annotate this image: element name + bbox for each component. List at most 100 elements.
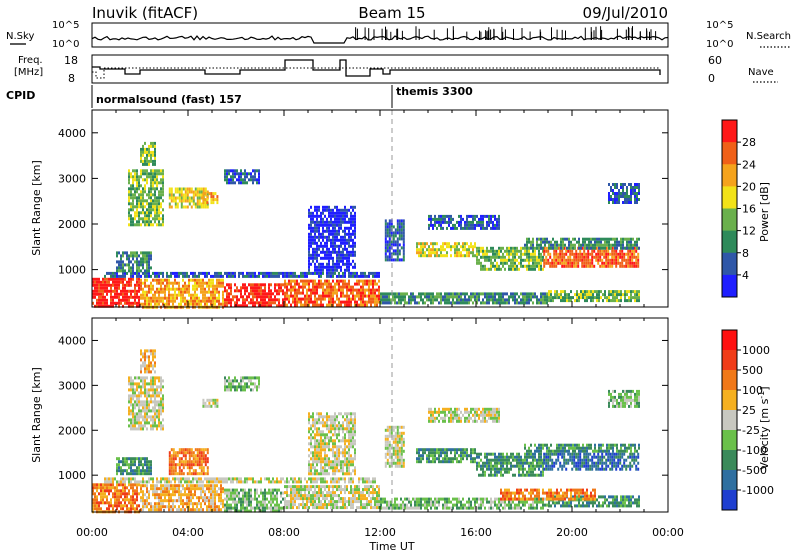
heatmap-cell [198, 284, 200, 288]
heatmap-cell [108, 492, 110, 496]
heatmap-cell [344, 500, 346, 504]
heatmap-cell [316, 291, 318, 295]
heatmap-cell [430, 220, 432, 224]
heatmap-cell [284, 485, 286, 489]
heatmap-cell [354, 282, 356, 286]
heatmap-cell [342, 208, 344, 212]
heatmap-cell [250, 506, 252, 510]
heatmap-cell [238, 175, 240, 179]
heatmap-cell [164, 278, 166, 282]
heatmap-cell [274, 274, 276, 278]
heatmap-cell [486, 258, 488, 262]
heatmap-cell [162, 502, 164, 506]
heatmap-cell [340, 208, 342, 212]
heatmap-cell [336, 244, 338, 248]
heatmap-cell [336, 253, 338, 257]
heatmap-cell [142, 147, 144, 151]
heatmap-cell [178, 508, 180, 512]
heatmap-cell [108, 283, 110, 287]
heatmap-cell [94, 286, 96, 290]
heatmap-cell [346, 247, 348, 251]
heatmap-cell [300, 300, 302, 304]
heatmap-cell [590, 299, 592, 303]
heatmap-cell [228, 301, 230, 305]
heatmap-cell [366, 497, 368, 501]
heatmap-cell [574, 299, 576, 303]
heatmap-cell [198, 502, 200, 506]
heatmap-cell [334, 226, 336, 230]
heatmap-cell [432, 295, 434, 299]
heatmap-cell [156, 205, 158, 209]
heatmap-cell [482, 249, 484, 253]
heatmap-cell [122, 504, 124, 508]
heatmap-cell [528, 252, 530, 256]
heatmap-cell [370, 300, 372, 304]
heatmap-cell [202, 284, 204, 288]
heatmap-cell [124, 483, 126, 487]
heatmap-cell [108, 489, 110, 493]
heatmap-cell [380, 497, 382, 501]
heatmap-cell [380, 503, 382, 507]
heatmap-cell [124, 263, 126, 267]
heatmap-cell [591, 261, 594, 265]
heatmap-cell [446, 298, 448, 302]
heatmap-cell [354, 241, 356, 245]
heatmap-cell [98, 301, 100, 305]
heatmap-cell [266, 497, 268, 501]
heatmap-cell [236, 509, 238, 513]
heatmap-cell [154, 217, 156, 221]
heatmap-cell [622, 195, 624, 198]
heatmap-cell [575, 258, 578, 262]
heatmap-cell [174, 490, 176, 494]
heatmap-cell [612, 201, 614, 204]
heatmap-cell [108, 486, 110, 490]
heatmap-cell [561, 264, 564, 268]
heatmap-cell [636, 186, 638, 189]
heatmap-cell [168, 493, 170, 497]
heatmap-cell [366, 274, 368, 278]
heatmap-cell [418, 503, 420, 507]
heatmap-cell [320, 244, 322, 248]
heatmap-cell [190, 296, 192, 300]
heatmap-cell [324, 506, 326, 510]
heatmap-cell [260, 301, 262, 305]
heatmap-cell [182, 293, 184, 297]
heatmap-cell [176, 490, 178, 494]
heatmap-cell [561, 255, 564, 259]
heatmap-cell [304, 491, 306, 495]
heatmap-cell [320, 265, 322, 269]
heatmap-cell [542, 292, 544, 296]
heatmap-cell [246, 286, 248, 290]
noise-panel: N.Sky 10^5 10^0 10^5 10^0 N.Search [6, 20, 791, 50]
heatmap-cell [158, 202, 160, 206]
heatmap-cell [584, 290, 586, 294]
heatmap-cell [622, 246, 624, 250]
heatmap-cell [488, 301, 490, 305]
noise-trace [91, 35, 669, 44]
heatmap-cell [272, 271, 274, 275]
heatmap-cell [274, 295, 276, 299]
heatmap-cell [222, 281, 224, 285]
heatmap-cell [312, 220, 314, 224]
heatmap-cell [216, 490, 218, 494]
heatmap-cell [588, 293, 590, 297]
heatmap-cell [144, 493, 146, 497]
heatmap-cell [160, 290, 162, 294]
heatmap-cell [96, 283, 98, 287]
heatmap-cell [488, 220, 490, 224]
heatmap-cell [156, 296, 158, 300]
heatmap-cell [132, 492, 134, 496]
heatmap-cell [638, 246, 640, 250]
heatmap-cell [348, 271, 350, 275]
heatmap-cell [336, 294, 338, 298]
freq-tick-top: 18 [64, 54, 78, 67]
heatmap-cell [532, 261, 534, 265]
heatmap-cell [528, 240, 530, 244]
heatmap-cell [354, 250, 356, 254]
heatmap-cell [140, 159, 142, 163]
heatmap-cell [326, 288, 328, 292]
heatmap-cell [298, 297, 300, 301]
heatmap-cell [633, 252, 636, 256]
heatmap-cell [252, 286, 254, 290]
heatmap-cell [350, 500, 352, 504]
